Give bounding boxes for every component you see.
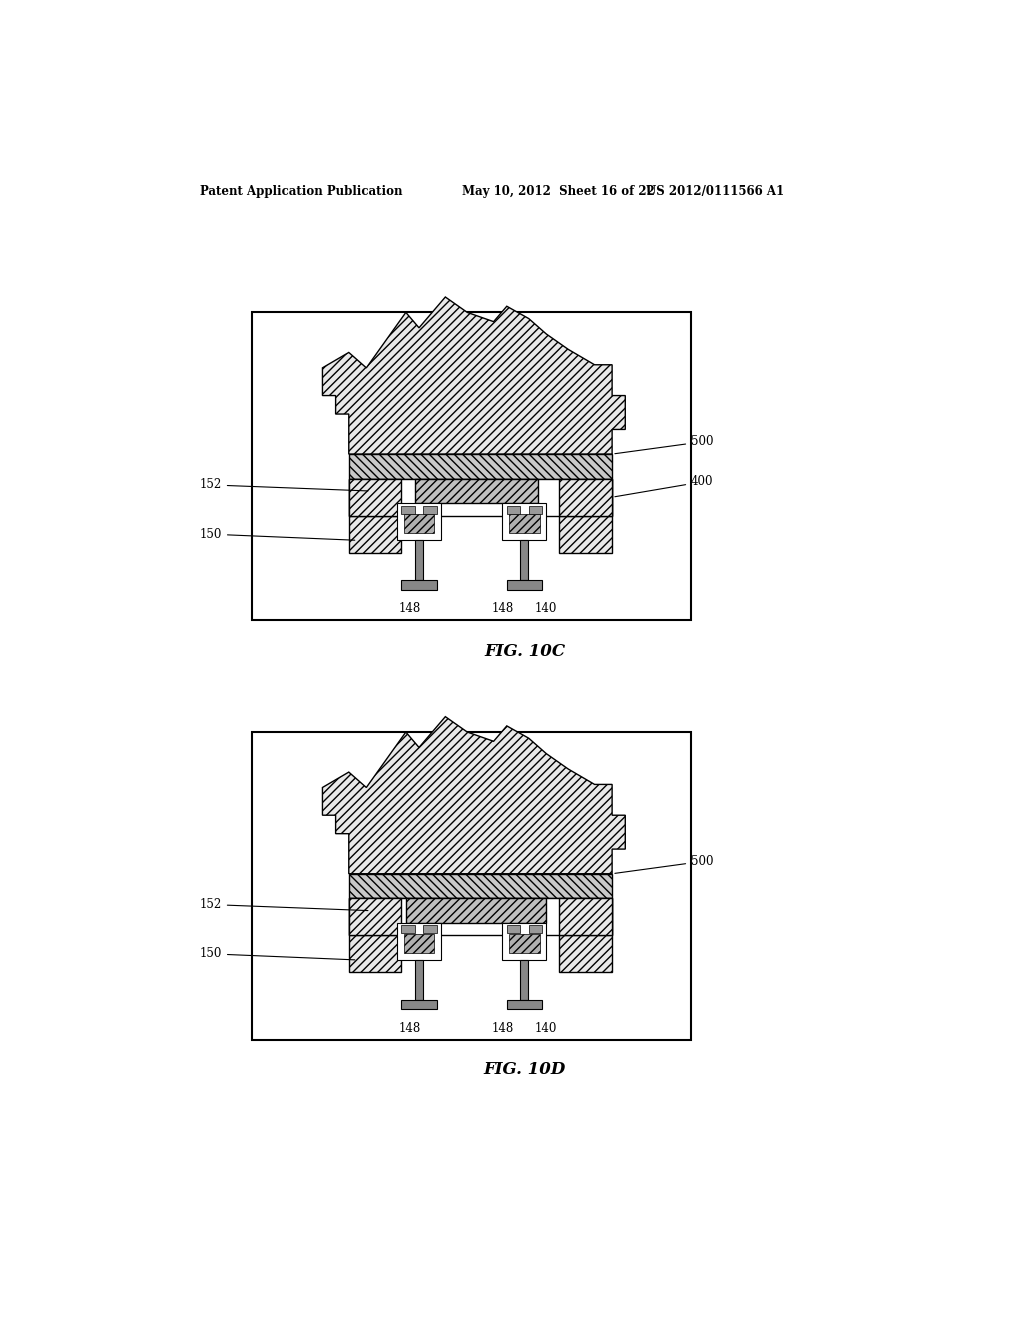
Bar <box>559 899 612 936</box>
Text: FIG. 10C: FIG. 10C <box>484 644 565 660</box>
Bar <box>401 1001 436 1010</box>
Bar <box>415 540 423 581</box>
Bar <box>507 581 542 590</box>
Text: 148: 148 <box>492 1022 513 1035</box>
Bar <box>559 479 612 553</box>
Bar <box>349 874 612 899</box>
Bar <box>528 506 542 513</box>
Text: 152: 152 <box>200 898 368 911</box>
Bar <box>520 540 528 581</box>
Bar <box>509 935 540 953</box>
Bar <box>349 479 612 516</box>
Bar <box>507 1001 542 1010</box>
Bar <box>403 515 434 533</box>
Text: FIG. 10D: FIG. 10D <box>483 1061 566 1078</box>
Bar <box>252 733 691 1040</box>
Bar <box>397 923 441 960</box>
Bar <box>503 923 546 960</box>
Bar <box>349 454 612 479</box>
Bar <box>423 925 436 933</box>
Bar <box>503 503 546 540</box>
Bar <box>509 515 540 533</box>
Bar <box>252 313 691 620</box>
Bar <box>559 479 612 516</box>
Bar <box>520 960 528 1001</box>
Bar <box>528 925 542 933</box>
Bar <box>559 899 612 973</box>
Text: 500: 500 <box>614 855 714 874</box>
Text: Patent Application Publication: Patent Application Publication <box>200 185 402 198</box>
Text: 400: 400 <box>614 475 714 496</box>
Bar <box>423 506 436 513</box>
Text: 148: 148 <box>399 602 421 615</box>
Bar <box>406 899 546 923</box>
Polygon shape <box>323 297 626 454</box>
Text: 500: 500 <box>614 436 714 454</box>
Bar <box>415 960 423 1001</box>
Bar <box>397 503 441 540</box>
Bar <box>349 479 401 553</box>
Text: May 10, 2012  Sheet 16 of 22: May 10, 2012 Sheet 16 of 22 <box>462 185 654 198</box>
Text: US 2012/0111566 A1: US 2012/0111566 A1 <box>646 185 784 198</box>
Bar <box>401 506 415 513</box>
Bar <box>401 581 436 590</box>
Bar <box>349 899 612 936</box>
Bar <box>401 925 415 933</box>
Bar <box>349 899 401 936</box>
Text: 140: 140 <box>536 602 557 615</box>
Text: 148: 148 <box>492 602 513 615</box>
Bar <box>507 506 520 513</box>
Text: 152: 152 <box>200 478 368 491</box>
Text: 140: 140 <box>536 1022 557 1035</box>
Bar <box>349 479 401 516</box>
Bar <box>415 479 538 503</box>
Polygon shape <box>323 717 626 874</box>
Bar <box>507 925 520 933</box>
Bar <box>349 899 401 973</box>
Text: 150: 150 <box>200 528 354 541</box>
Bar <box>403 935 434 953</box>
Text: 150: 150 <box>200 948 354 961</box>
Text: 148: 148 <box>399 1022 421 1035</box>
